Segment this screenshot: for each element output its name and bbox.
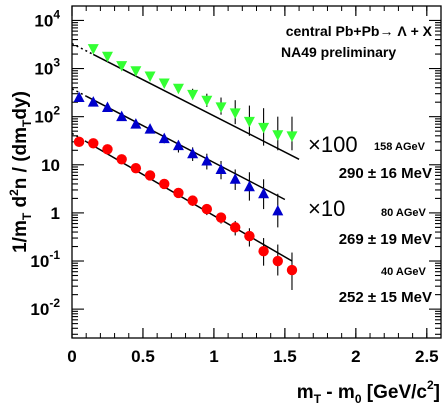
data-point-triangle-down xyxy=(272,130,284,141)
data-point-circle xyxy=(88,138,99,149)
data-point-triangle-down xyxy=(215,102,227,113)
data-point-circle xyxy=(173,187,184,199)
fit-line xyxy=(92,53,300,160)
y-tick-label: 104 xyxy=(34,7,60,30)
x-tick-label: 2.5 xyxy=(415,347,439,366)
data-point-triangle-down xyxy=(130,66,142,77)
annotation-line2: NA49 preliminary xyxy=(281,44,396,60)
series-energy-label: 80 AGeV xyxy=(381,207,427,219)
x-axis-title: mT - m0 [GeV/c2] xyxy=(297,378,440,406)
x-tick-label: 0 xyxy=(67,347,76,366)
data-point-triangle-up xyxy=(272,204,284,216)
x-tick-label: 1 xyxy=(209,347,218,366)
data-point-circle xyxy=(116,154,127,165)
data-point-triangle-up xyxy=(87,96,99,107)
data-point-triangle-down xyxy=(158,78,170,90)
series-temperature-label: 269 ± 19 MeV xyxy=(339,231,432,248)
data-point-circle xyxy=(144,170,156,181)
y-tick-label: 1 xyxy=(51,204,60,223)
data-point-triangle-down xyxy=(243,116,255,128)
data-point-circle xyxy=(258,245,269,257)
y-tick-label: 102 xyxy=(34,104,60,127)
x-tick-label: 1.5 xyxy=(273,347,297,366)
data-point-triangle-down xyxy=(172,83,184,95)
data-point-triangle-up xyxy=(243,180,255,192)
data-point-triangle-down xyxy=(229,108,241,119)
data-point-triangle-up xyxy=(215,163,227,174)
data-point-triangle-up xyxy=(172,139,184,151)
data-point-circle xyxy=(272,255,283,267)
data-point-triangle-down xyxy=(116,61,128,72)
data-point-triangle-down xyxy=(87,44,99,55)
data-point-triangle-up xyxy=(158,132,170,144)
data-point-circle xyxy=(201,203,213,215)
data-point-triangle-up xyxy=(116,110,128,122)
data-point-triangle-up xyxy=(130,118,142,129)
fit-line xyxy=(85,95,286,201)
text-labels: central Pb+Pb→ Λ + X NA49 preliminary 0 0… xyxy=(7,7,440,406)
y-tick-label: 10 xyxy=(41,156,60,175)
data-point-triangle-down xyxy=(187,89,199,101)
annotation-line1: central Pb+Pb→ Λ + X xyxy=(286,23,433,39)
series-temperature-label: 290 ± 16 MeV xyxy=(339,165,432,182)
data-point-triangle-up xyxy=(144,123,156,134)
data-point-triangle-up xyxy=(258,187,270,199)
data-point-circle xyxy=(244,230,255,242)
data-point-triangle-up xyxy=(101,101,113,113)
data-point-circle xyxy=(130,162,142,174)
x-tick-label: 2 xyxy=(351,347,360,366)
x-tick-label: 0.5 xyxy=(131,347,155,366)
data-point-triangle-down xyxy=(101,51,113,63)
series-energy-label: 158 AGeV xyxy=(374,141,426,153)
data-point-triangle-down xyxy=(201,95,213,107)
series-temperature-label: 252 ± 15 MeV xyxy=(339,289,432,306)
data-point-triangle-down xyxy=(286,131,298,142)
data-point-circle xyxy=(73,136,85,148)
data-point-triangle-down xyxy=(144,71,156,83)
data-point-triangle-up xyxy=(73,91,85,103)
data-point-circle xyxy=(230,222,241,233)
data-point-triangle-up xyxy=(187,147,199,159)
data-point-triangle-up xyxy=(229,173,241,184)
fit-line-dotted xyxy=(71,42,94,56)
data-point-circle xyxy=(187,195,198,206)
y-tick-label: 10-1 xyxy=(30,248,60,271)
data-point-circle xyxy=(159,178,170,190)
axis-ticks xyxy=(71,6,442,338)
y-axis-title: 1/mT d2n / (dmTdy) xyxy=(7,91,34,253)
data-point-circle xyxy=(215,212,227,223)
data-point-triangle-down xyxy=(258,122,270,134)
y-tick-label: 103 xyxy=(34,56,60,79)
data-point-triangle-up xyxy=(201,154,213,166)
data-point-circle xyxy=(102,144,113,155)
data-markers xyxy=(73,44,298,276)
series-scale-label: ×100 xyxy=(308,132,358,157)
data-point-circle xyxy=(286,264,298,276)
series-scale-label: ×10 xyxy=(308,196,345,221)
y-tick-label: 10-2 xyxy=(30,296,60,319)
series-energy-label: 40 AGeV xyxy=(381,266,427,278)
